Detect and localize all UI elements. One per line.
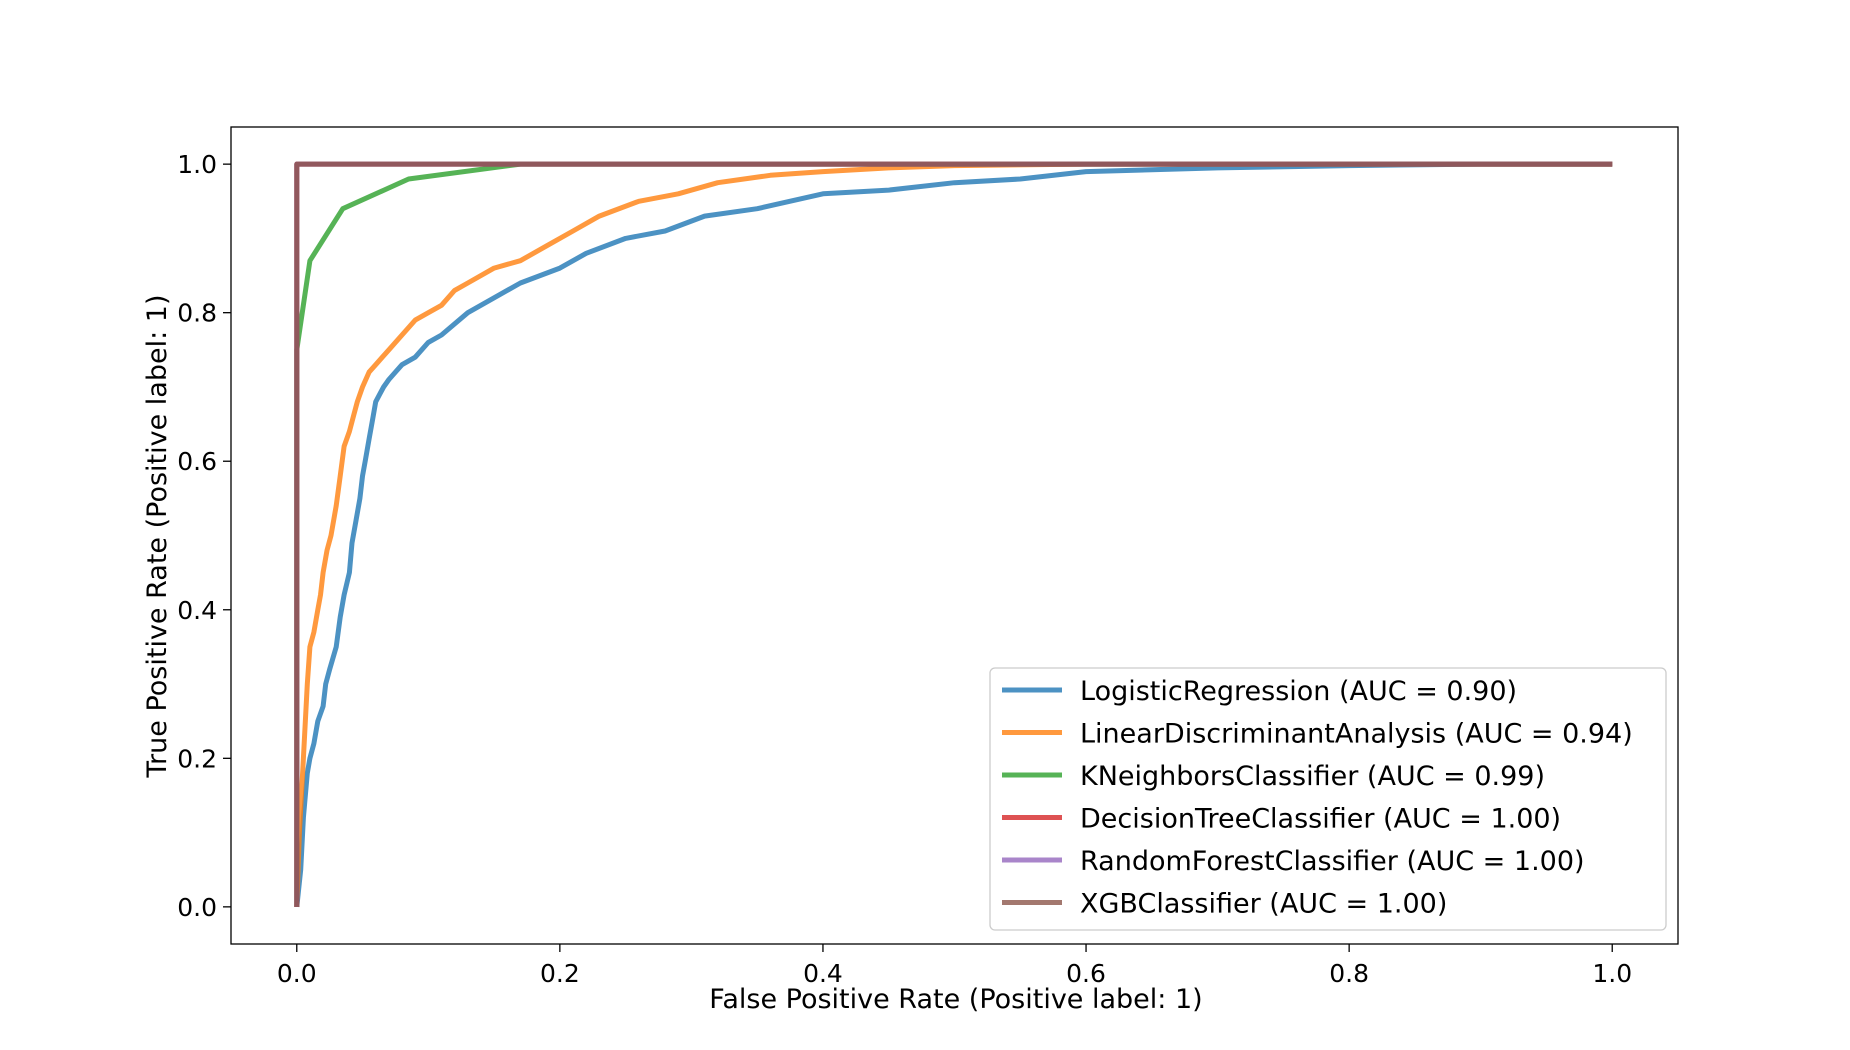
x-axis-label: False Positive Rate (Positive label: 1)	[709, 984, 1202, 1015]
y-tick-label: 0.8	[177, 299, 217, 328]
legend-entry-1: LinearDiscriminantAnalysis (AUC = 0.94)	[1080, 719, 1633, 750]
legend-entry-5: XGBClassifier (AUC = 1.00)	[1080, 889, 1447, 920]
x-tick-label: 0.4	[803, 959, 843, 988]
x-tick-label: 0.2	[540, 959, 580, 988]
series-layer	[294, 161, 1613, 908]
y-tick-label: 0.6	[177, 447, 217, 476]
legend-entry-0: LogisticRegression (AUC = 0.90)	[1080, 676, 1517, 707]
x-tick-label: 0.6	[1066, 959, 1106, 988]
plot-area	[230, 126, 1679, 945]
y-tick-label: 0.0	[177, 893, 217, 922]
legend: LogisticRegression (AUC = 0.90) LinearDis…	[989, 667, 1667, 931]
series-line-1	[294, 161, 1613, 907]
x-tick-label: 0.0	[277, 959, 317, 988]
y-tick-label: 0.2	[177, 744, 217, 773]
series-line-0	[294, 161, 1613, 908]
y-tick-label: 0.4	[177, 596, 217, 625]
x-tick-label: 0.8	[1329, 959, 1369, 988]
plot-frame	[230, 126, 1679, 945]
y-axis-ticks: 0.0 0.2 0.4 0.6 0.8 1.0	[177, 150, 231, 922]
y-tick-label: 1.0	[177, 150, 217, 179]
legend-entry-2: KNeighborsClassifier (AUC = 0.99)	[1080, 761, 1545, 792]
legend-entry-3: DecisionTreeClassifier (AUC = 1.00)	[1080, 804, 1561, 835]
y-axis-label: True Positive Rate (Positive label: 1)	[142, 295, 173, 779]
legend-box	[989, 667, 1667, 931]
x-axis-ticks: 0.0 0.2 0.4 0.6 0.8 1.0	[277, 944, 1632, 988]
series-line-5	[294, 161, 1613, 907]
legend-entry-4: RandomForestClassifier (AUC = 1.00)	[1080, 846, 1585, 877]
x-tick-label: 1.0	[1592, 959, 1632, 988]
